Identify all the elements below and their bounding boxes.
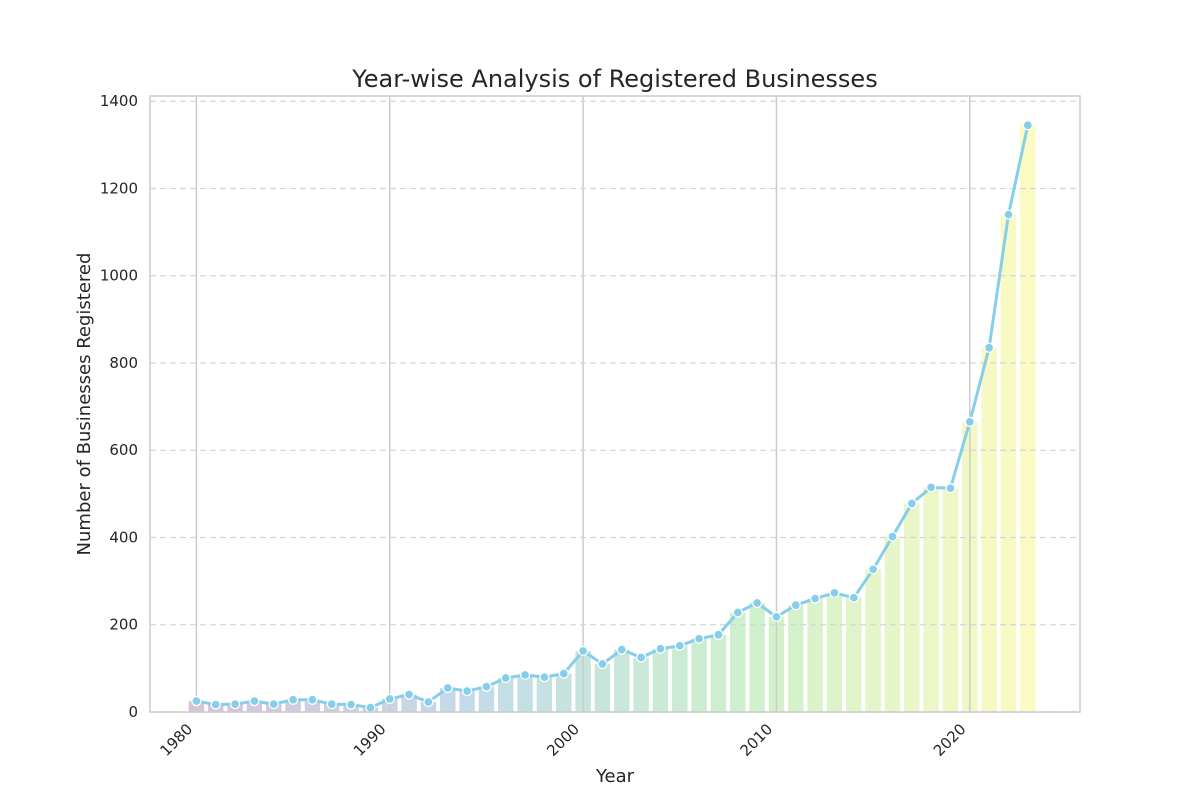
line-point-1982 bbox=[229, 699, 241, 710]
line-point-1987 bbox=[326, 699, 337, 710]
line-point-2009 bbox=[751, 597, 763, 609]
bar-2012 bbox=[807, 598, 823, 712]
line-point-1986 bbox=[307, 694, 318, 705]
y-axis-label: Number of Businesses Registered bbox=[74, 253, 95, 556]
line-point-2016 bbox=[887, 531, 898, 542]
y-tick-label-600: 600 bbox=[109, 441, 138, 459]
bar-2006 bbox=[691, 638, 707, 712]
line-point-2010 bbox=[771, 611, 782, 623]
line-point-2023 bbox=[1022, 120, 1033, 131]
line-point-1993 bbox=[442, 682, 453, 694]
bar-2021 bbox=[981, 347, 997, 712]
line-point-2022 bbox=[1003, 209, 1014, 220]
y-tick-label-200: 200 bbox=[109, 616, 138, 634]
x-axis-label: Year bbox=[595, 766, 635, 787]
y-tick-label-1400: 1400 bbox=[100, 92, 138, 110]
line-point-1980 bbox=[191, 695, 202, 707]
bar-2004 bbox=[652, 648, 669, 712]
bar-1991 bbox=[401, 694, 417, 712]
line-point-1983 bbox=[249, 695, 260, 707]
bar-2007 bbox=[710, 634, 727, 712]
line-point-2015 bbox=[867, 564, 879, 575]
plot-frame bbox=[149, 95, 1081, 713]
line-point-2012 bbox=[809, 593, 821, 604]
y-tick-label-0: 0 bbox=[128, 703, 138, 721]
bar-1996 bbox=[498, 677, 514, 712]
bar-2018 bbox=[923, 487, 939, 712]
bar-1983 bbox=[246, 701, 263, 712]
line-point-1997 bbox=[519, 669, 531, 681]
line-point-1990 bbox=[384, 693, 395, 705]
bar-2014 bbox=[846, 597, 862, 712]
bar-2002 bbox=[614, 649, 630, 712]
vertical-grid bbox=[195, 96, 971, 712]
bar-2005 bbox=[672, 645, 688, 712]
y-tick-label-1200: 1200 bbox=[100, 179, 138, 197]
bar-2023 bbox=[1020, 125, 1036, 713]
line-point-2000 bbox=[577, 645, 589, 657]
bar-2008 bbox=[730, 612, 746, 712]
line-point-2017 bbox=[906, 498, 917, 509]
y-tick-labels: 0 200 400 600 800 1000 1200 1400 bbox=[100, 92, 138, 721]
line-point-2002 bbox=[616, 644, 627, 655]
line-point-2007 bbox=[713, 629, 724, 640]
line-point-2021 bbox=[983, 342, 995, 353]
bar-2022 bbox=[1000, 214, 1017, 712]
bar-2011 bbox=[788, 605, 804, 712]
line-point-2014 bbox=[848, 592, 859, 603]
line-point-2006 bbox=[693, 633, 705, 644]
line-point-2003 bbox=[635, 652, 647, 663]
line-point-1996 bbox=[500, 672, 511, 684]
line-point-1995 bbox=[481, 681, 492, 692]
bar-1993 bbox=[440, 688, 456, 712]
line-layer bbox=[191, 120, 1033, 713]
line-point-1988 bbox=[345, 699, 357, 710]
y-tick-label-1000: 1000 bbox=[100, 267, 138, 285]
line-point-1994 bbox=[461, 685, 473, 697]
bar-2017 bbox=[904, 503, 920, 712]
line-point-1991 bbox=[403, 689, 415, 700]
chart-title: Year-wise Analysis of Registered Busines… bbox=[351, 65, 877, 93]
bar-1998 bbox=[536, 677, 553, 712]
line-point-2008 bbox=[732, 607, 743, 618]
line-point-1998 bbox=[539, 671, 550, 683]
bar-2015 bbox=[865, 569, 881, 712]
bar-2001 bbox=[594, 664, 611, 712]
bar-1997 bbox=[517, 674, 533, 712]
line-point-2005 bbox=[674, 640, 685, 651]
line-point-1981 bbox=[210, 699, 221, 710]
bar-1999 bbox=[556, 673, 572, 712]
bar-2013 bbox=[826, 592, 843, 712]
y-tick-label-800: 800 bbox=[109, 354, 138, 372]
line-point-2020 bbox=[964, 416, 975, 428]
line-point-1985 bbox=[287, 694, 299, 705]
line-point-2018 bbox=[925, 482, 937, 493]
line-point-2019 bbox=[945, 483, 956, 494]
line-point-2013 bbox=[829, 587, 840, 599]
bar-2009 bbox=[749, 602, 765, 712]
line-point-1989 bbox=[365, 702, 376, 713]
line-point-1984 bbox=[268, 699, 279, 710]
y-tick-label-400: 400 bbox=[109, 528, 138, 546]
line-point-1999 bbox=[558, 668, 569, 679]
line-point-2011 bbox=[790, 599, 801, 611]
bar-1994 bbox=[459, 691, 475, 712]
bar-2003 bbox=[633, 657, 649, 712]
line-point-2001 bbox=[597, 658, 608, 670]
bar-1995 bbox=[478, 686, 495, 712]
line-point-1992 bbox=[423, 696, 434, 708]
bar-2019 bbox=[942, 488, 959, 712]
line-point-2004 bbox=[655, 643, 666, 654]
